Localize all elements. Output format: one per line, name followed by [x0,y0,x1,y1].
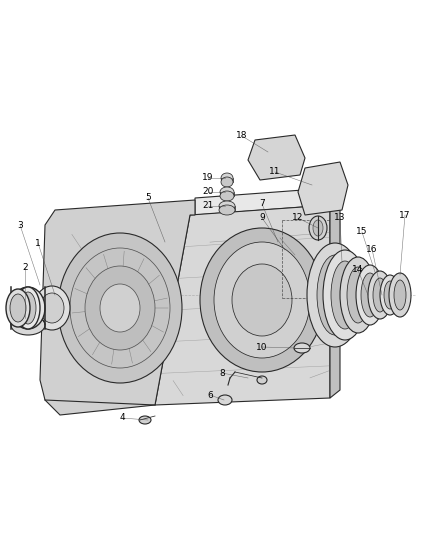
Ellipse shape [10,294,26,322]
Ellipse shape [257,376,267,384]
Text: 18: 18 [236,132,248,141]
Ellipse shape [331,261,359,329]
Text: 14: 14 [352,265,364,274]
Ellipse shape [40,293,64,323]
Ellipse shape [340,257,376,333]
Text: 21: 21 [202,201,214,211]
Text: 10: 10 [256,343,268,351]
Ellipse shape [232,264,292,336]
Polygon shape [155,205,330,405]
Ellipse shape [139,416,151,424]
Ellipse shape [361,273,379,317]
Ellipse shape [356,265,384,325]
Text: 19: 19 [202,174,214,182]
Ellipse shape [317,255,353,335]
Text: 7: 7 [259,199,265,208]
Ellipse shape [20,292,36,324]
Text: 12: 12 [292,214,304,222]
Text: 6: 6 [207,391,213,400]
Text: 8: 8 [219,368,225,377]
Text: 1: 1 [35,238,41,247]
Ellipse shape [294,343,310,353]
Text: 11: 11 [269,167,281,176]
Polygon shape [248,135,305,180]
Text: 13: 13 [334,214,346,222]
Polygon shape [330,188,340,398]
Text: 17: 17 [399,211,411,220]
Ellipse shape [11,287,45,329]
Ellipse shape [100,284,140,332]
Ellipse shape [368,271,392,319]
Ellipse shape [17,294,39,322]
Ellipse shape [16,287,40,329]
Ellipse shape [34,286,70,330]
Ellipse shape [347,267,369,323]
Text: 15: 15 [356,228,368,237]
Ellipse shape [6,289,30,327]
Text: 20: 20 [202,188,214,197]
Text: 4: 4 [119,414,125,423]
Text: 9: 9 [259,214,265,222]
Polygon shape [195,188,330,215]
Text: 3: 3 [17,221,23,230]
Ellipse shape [384,281,396,309]
Ellipse shape [221,173,233,183]
Ellipse shape [313,220,323,236]
Ellipse shape [58,233,182,383]
Ellipse shape [219,201,235,211]
Text: 2: 2 [22,263,28,272]
Ellipse shape [200,228,324,372]
Ellipse shape [220,191,234,201]
Ellipse shape [219,205,235,215]
Text: 5: 5 [145,193,151,203]
Ellipse shape [394,280,406,310]
Polygon shape [298,162,348,215]
Ellipse shape [11,315,45,335]
Ellipse shape [214,242,310,358]
Ellipse shape [380,275,400,315]
Ellipse shape [307,243,363,347]
Ellipse shape [323,250,367,340]
Ellipse shape [389,273,411,317]
Ellipse shape [373,278,387,312]
Ellipse shape [221,177,233,187]
Ellipse shape [220,187,234,197]
Text: 16: 16 [366,245,378,254]
Ellipse shape [309,216,327,240]
Polygon shape [40,200,195,415]
Ellipse shape [85,266,155,350]
Ellipse shape [218,395,232,405]
